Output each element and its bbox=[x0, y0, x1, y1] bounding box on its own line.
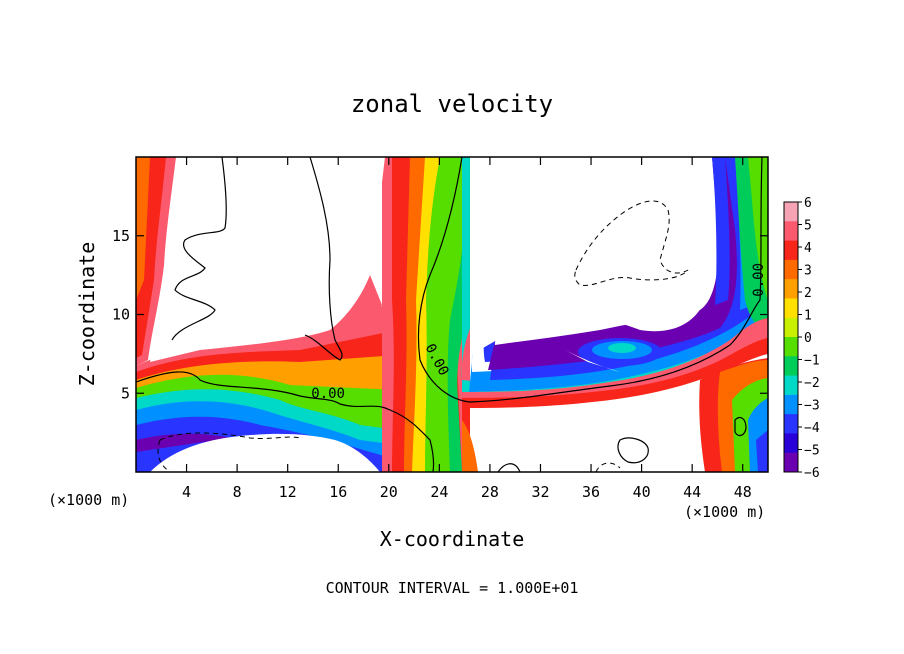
y-axis-label: Z-coordinate bbox=[75, 242, 99, 387]
colorbar-segment bbox=[784, 394, 798, 415]
colorbar-segment bbox=[784, 433, 798, 454]
colorbar: 6 5 4 3 2 1 0 −1 −2 −3 −4 −5 −6 bbox=[783, 196, 820, 481]
x-tick-label: 28 bbox=[481, 483, 499, 501]
colorbar-tick-label: 2 bbox=[804, 286, 812, 301]
velocity-field bbox=[136, 157, 768, 472]
colorbar-tick-label: 5 bbox=[804, 219, 812, 234]
x-tick-label: 40 bbox=[633, 483, 651, 501]
x-tick-label: 48 bbox=[734, 483, 752, 501]
contour-interval-note: CONTOUR INTERVAL = 1.000E+01 bbox=[326, 579, 579, 597]
chart-title: zonal velocity bbox=[351, 90, 553, 118]
x-axis-label: X-coordinate bbox=[380, 527, 525, 551]
colorbar-tick-label: −3 bbox=[804, 399, 820, 414]
x-tick-label: 12 bbox=[279, 483, 297, 501]
colorbar-segment bbox=[784, 375, 798, 396]
colorbar-tick-label: 4 bbox=[804, 241, 812, 256]
colorbar-tick-label: −5 bbox=[804, 444, 820, 459]
x-tick-label: 20 bbox=[380, 483, 398, 501]
colorbar-tick-label: 3 bbox=[804, 264, 812, 279]
y-tick-label: 15 bbox=[112, 227, 130, 245]
colorbar-tick-label: −1 bbox=[804, 354, 820, 369]
x-tick-label: 32 bbox=[531, 483, 549, 501]
colorbar-segment bbox=[784, 240, 798, 261]
x-tick-label: 8 bbox=[233, 483, 242, 501]
colorbar-tick-label: 1 bbox=[804, 309, 812, 324]
y-tick-label: 5 bbox=[121, 384, 130, 402]
x-tick-label: 44 bbox=[683, 483, 701, 501]
y-tick-label: 10 bbox=[112, 306, 130, 324]
x-unit-label: (×1000 m) bbox=[48, 491, 129, 509]
contour-label: 0.00 bbox=[751, 263, 767, 297]
colorbar-segment bbox=[784, 356, 798, 377]
x-tick-label: 36 bbox=[582, 483, 600, 501]
colorbar-segment bbox=[784, 259, 798, 280]
x-tick-label: 24 bbox=[430, 483, 448, 501]
x-tick-label: 4 bbox=[182, 483, 191, 501]
colorbar-segment bbox=[784, 317, 798, 338]
colorbar-tick-label: −2 bbox=[804, 376, 820, 391]
colorbar-segment bbox=[784, 452, 798, 473]
colorbar-tick-label: −4 bbox=[804, 421, 820, 436]
colorbar-segment bbox=[784, 202, 798, 222]
contour-label: 0.00 bbox=[311, 386, 345, 402]
y-axis: 5 10 15 bbox=[112, 227, 768, 402]
colorbar-tick-label: 0 bbox=[804, 331, 812, 346]
colorbar-tick-label: 6 bbox=[804, 196, 812, 211]
x-unit-label-right: (×1000 m) bbox=[684, 503, 765, 521]
colorbar-segment bbox=[784, 298, 798, 319]
colorbar-segment bbox=[784, 279, 798, 299]
colorbar-segment bbox=[784, 414, 798, 434]
x-tick-label: 16 bbox=[329, 483, 347, 501]
colorbar-tick-label: −6 bbox=[804, 466, 820, 481]
colorbar-segment bbox=[784, 337, 798, 357]
colorbar-segment bbox=[784, 221, 798, 242]
x-axis: 4 8 12 16 20 24 28 32 36 40 44 48 bbox=[182, 157, 752, 501]
